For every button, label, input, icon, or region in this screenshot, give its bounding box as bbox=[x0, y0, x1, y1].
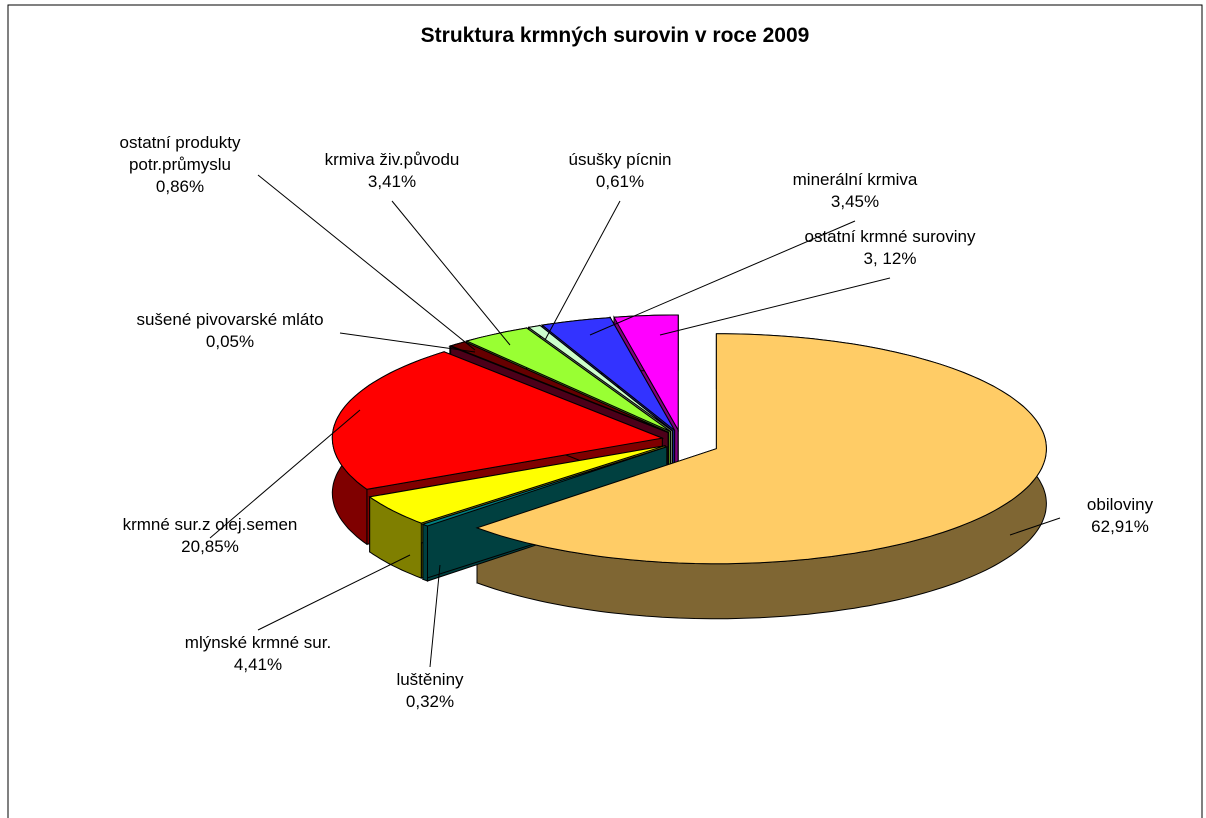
leader-line bbox=[429, 564, 441, 668]
leader-line bbox=[589, 220, 856, 336]
pie-slice bbox=[540, 317, 676, 431]
pie-slice bbox=[449, 341, 669, 433]
slice-label: luštěniny bbox=[396, 670, 464, 689]
slice-value-label: 3,45% bbox=[831, 192, 879, 211]
slice-label: sušené pivovarské mláto bbox=[136, 310, 323, 329]
leader-line bbox=[1009, 517, 1061, 536]
leader-line bbox=[257, 554, 411, 631]
slice-label: obiloviny bbox=[1087, 495, 1154, 514]
slice-label: krmiva živ.původu bbox=[325, 150, 460, 169]
pie-slice bbox=[368, 445, 666, 524]
slice-value-label: 62,91% bbox=[1091, 517, 1149, 536]
leader-line bbox=[544, 200, 621, 341]
slice-label: úsušky pícnin bbox=[569, 150, 672, 169]
leader-line bbox=[209, 409, 361, 539]
slice-side bbox=[422, 523, 428, 582]
pie-slice bbox=[613, 314, 679, 432]
slice-label: ostatní produkty potr.průmyslu bbox=[120, 133, 241, 174]
leader-line bbox=[257, 174, 476, 351]
slice-label: krmné sur.z olej.semen bbox=[123, 515, 298, 534]
slice-value-label: 0,05% bbox=[206, 332, 254, 351]
slice-value-label: 0,86% bbox=[156, 177, 204, 196]
pie-slice bbox=[527, 324, 673, 432]
chart-title: Struktura krmných surovin v roce 2009 bbox=[421, 24, 810, 47]
leader-line bbox=[659, 277, 891, 336]
slice-value-label: 20,85% bbox=[181, 537, 239, 556]
slice-value-label: 0,32% bbox=[406, 692, 454, 711]
leader-line bbox=[339, 332, 476, 353]
pie-slice bbox=[331, 351, 665, 490]
slice-value-label: 0,61% bbox=[596, 172, 644, 191]
slice-value-label: 3,41% bbox=[368, 172, 416, 191]
pie-slice bbox=[475, 333, 1047, 565]
slice-label: ostatní krmné suroviny bbox=[804, 227, 976, 246]
slice-value-label: 3, 12% bbox=[864, 249, 917, 268]
slice-label: minerální krmiva bbox=[793, 170, 918, 189]
pie-slice bbox=[465, 327, 671, 432]
leader-line bbox=[391, 200, 511, 346]
slice-value-label: 4,41% bbox=[234, 655, 282, 674]
slice-label: mlýnské krmné sur. bbox=[185, 633, 331, 652]
pie-slice bbox=[421, 446, 667, 527]
